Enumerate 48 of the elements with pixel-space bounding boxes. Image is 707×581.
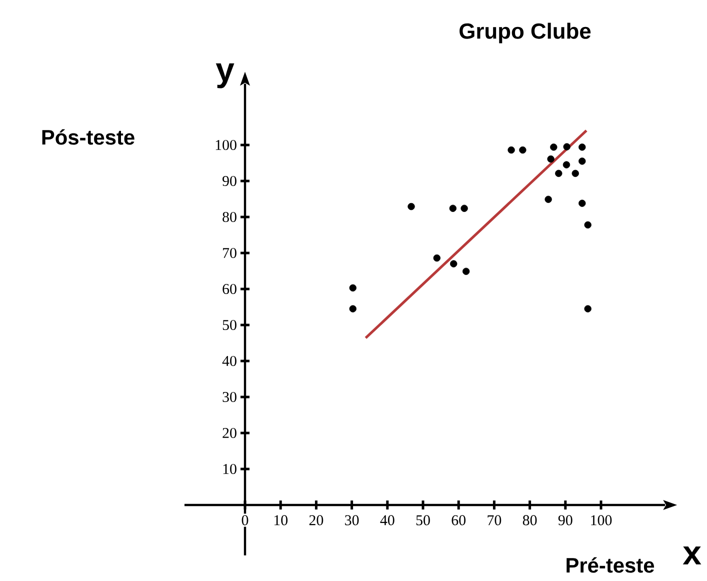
x-tick-label: 40 xyxy=(380,515,394,526)
point xyxy=(584,305,592,312)
point xyxy=(519,146,526,154)
point xyxy=(544,196,552,203)
y-axis-title: y xyxy=(216,63,234,88)
x-tick-label: 80 xyxy=(522,515,537,526)
point xyxy=(462,268,470,275)
y-tick-label: 30 xyxy=(222,392,236,402)
point xyxy=(578,158,586,165)
point xyxy=(460,204,468,212)
x-tick-label: 10 xyxy=(274,515,288,526)
point xyxy=(562,161,570,168)
point xyxy=(408,202,415,210)
point xyxy=(550,144,558,151)
point xyxy=(572,170,579,178)
x-tick-label: 100 xyxy=(591,515,612,526)
point xyxy=(508,146,515,154)
point xyxy=(450,260,458,268)
point xyxy=(563,143,570,150)
x-axis-title: x xyxy=(682,546,702,564)
point xyxy=(547,155,554,163)
x-tick-label: 0 xyxy=(242,515,248,526)
point xyxy=(433,254,440,262)
x-tick-label: 50 xyxy=(416,515,430,526)
x-tick-label: 30 xyxy=(345,515,359,526)
point xyxy=(584,221,592,228)
point xyxy=(578,144,586,151)
point xyxy=(555,170,562,178)
y-tick-label: 80 xyxy=(222,212,236,222)
y-tick-label: 10 xyxy=(223,464,236,474)
y-tick-label: 40 xyxy=(222,356,236,366)
y-tick-label: 70 xyxy=(223,248,236,258)
y-tick-label: 50 xyxy=(222,320,236,330)
y-tick-label: 20 xyxy=(222,428,236,438)
x-tick-label: 90 xyxy=(558,515,572,526)
chart-title: Grupo Clube xyxy=(460,22,591,44)
y-tick-label: 60 xyxy=(222,284,236,294)
y-tick-label: 100 xyxy=(216,140,236,150)
point xyxy=(349,284,356,292)
point xyxy=(349,305,356,312)
text: Pós-teste xyxy=(42,129,134,145)
x-tick-label: 70 xyxy=(488,515,502,526)
point xyxy=(449,204,456,212)
point xyxy=(578,200,586,207)
x-tick-label: 20 xyxy=(309,515,324,526)
text: Pré-teste xyxy=(566,557,654,573)
x-tick-label: 60 xyxy=(452,515,466,526)
y-tick-label: 90 xyxy=(222,176,236,186)
